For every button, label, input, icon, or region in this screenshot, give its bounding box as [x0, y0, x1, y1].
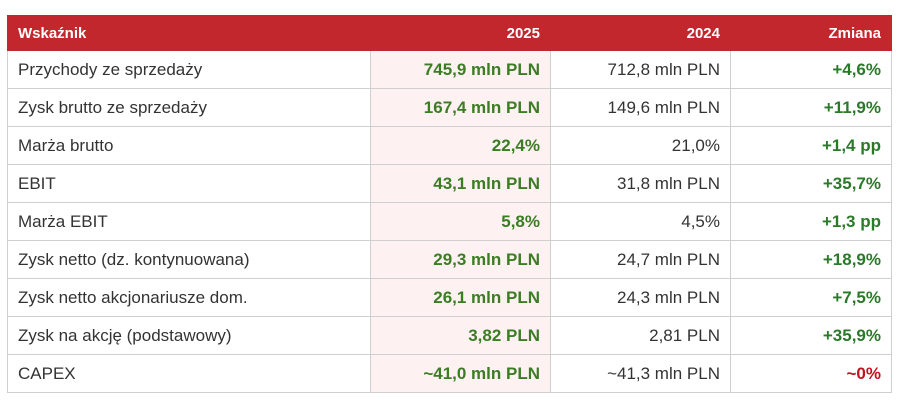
- table-row: Zysk netto (dz. kontynuowana) 29,3 mln PL…: [7, 240, 892, 279]
- table-cell: +1,3 pp: [730, 202, 892, 241]
- column-header: 2024: [550, 15, 731, 51]
- table-cell: 5,8%: [370, 202, 551, 241]
- table-cell: Zysk netto (dz. kontynuowana): [7, 240, 371, 279]
- table-row: Zysk brutto ze sprzedaży 167,4 mln PLN 149…: [7, 88, 892, 127]
- table-cell: +35,7%: [730, 164, 892, 203]
- table-cell: ~41,0 mln PLN: [370, 354, 551, 393]
- table-cell: Zysk netto akcjonariusze dom.: [7, 278, 371, 317]
- table-cell: ~41,3 mln PLN: [550, 354, 731, 393]
- table-cell: Marża EBIT: [7, 202, 371, 241]
- table-cell: 24,3 mln PLN: [550, 278, 731, 317]
- table-row: Przychody ze sprzedaży 745,9 mln PLN 712,8…: [7, 50, 892, 89]
- table-cell: 22,4%: [370, 126, 551, 165]
- table-cell: 167,4 mln PLN: [370, 88, 551, 127]
- table-cell: +35,9%: [730, 316, 892, 355]
- table-row: EBIT 43,1 mln PLN 31,8 mln PLN +35,7%: [7, 164, 892, 203]
- table-row: Marża EBIT 5,8% 4,5% +1,3 pp: [7, 202, 892, 241]
- table-cell: 24,7 mln PLN: [550, 240, 731, 279]
- table-cell: 43,1 mln PLN: [370, 164, 551, 203]
- table-cell: Zysk na akcję (podstawowy): [7, 316, 371, 355]
- header-row: Wskaźnik 2025 2024 Zmiana: [7, 15, 892, 51]
- table-cell: 21,0%: [550, 126, 731, 165]
- table-cell: +11,9%: [730, 88, 892, 127]
- table-cell: 2,81 PLN: [550, 316, 731, 355]
- table-cell: +7,5%: [730, 278, 892, 317]
- table-cell: 29,3 mln PLN: [370, 240, 551, 279]
- table-row: Zysk netto akcjonariusze dom. 26,1 mln PL…: [7, 278, 892, 317]
- table-cell: 3,82 PLN: [370, 316, 551, 355]
- table-cell: 149,6 mln PLN: [550, 88, 731, 127]
- table-cell: +1,4 pp: [730, 126, 892, 165]
- table-cell: +4,6%: [730, 50, 892, 89]
- table-cell: 26,1 mln PLN: [370, 278, 551, 317]
- table-cell: Zysk brutto ze sprzedaży: [7, 88, 371, 127]
- table-cell: ~0%: [730, 354, 892, 393]
- column-header: 2025: [370, 15, 551, 51]
- column-header: Zmiana: [730, 15, 892, 51]
- table-cell: CAPEX: [7, 354, 371, 393]
- table-cell: Przychody ze sprzedaży: [7, 50, 371, 89]
- table-cell: 712,8 mln PLN: [550, 50, 731, 89]
- table-row: Marża brutto 22,4% 21,0% +1,4 pp: [7, 126, 892, 165]
- table-cell: EBIT: [7, 164, 371, 203]
- column-header: Wskaźnik: [7, 15, 371, 51]
- table-row: Zysk na akcję (podstawowy) 3,82 PLN 2,81 P…: [7, 316, 892, 355]
- table-cell: 745,9 mln PLN: [370, 50, 551, 89]
- table-cell: 4,5%: [550, 202, 731, 241]
- table-row: CAPEX ~41,0 mln PLN ~41,3 mln PLN ~0%: [7, 354, 892, 393]
- table-cell: 31,8 mln PLN: [550, 164, 731, 203]
- financial-table: Wskaźnik 2025 2024 Zmiana Przychody ze sprz…: [7, 15, 892, 393]
- table-cell: +18,9%: [730, 240, 892, 279]
- table-cell: Marża brutto: [7, 126, 371, 165]
